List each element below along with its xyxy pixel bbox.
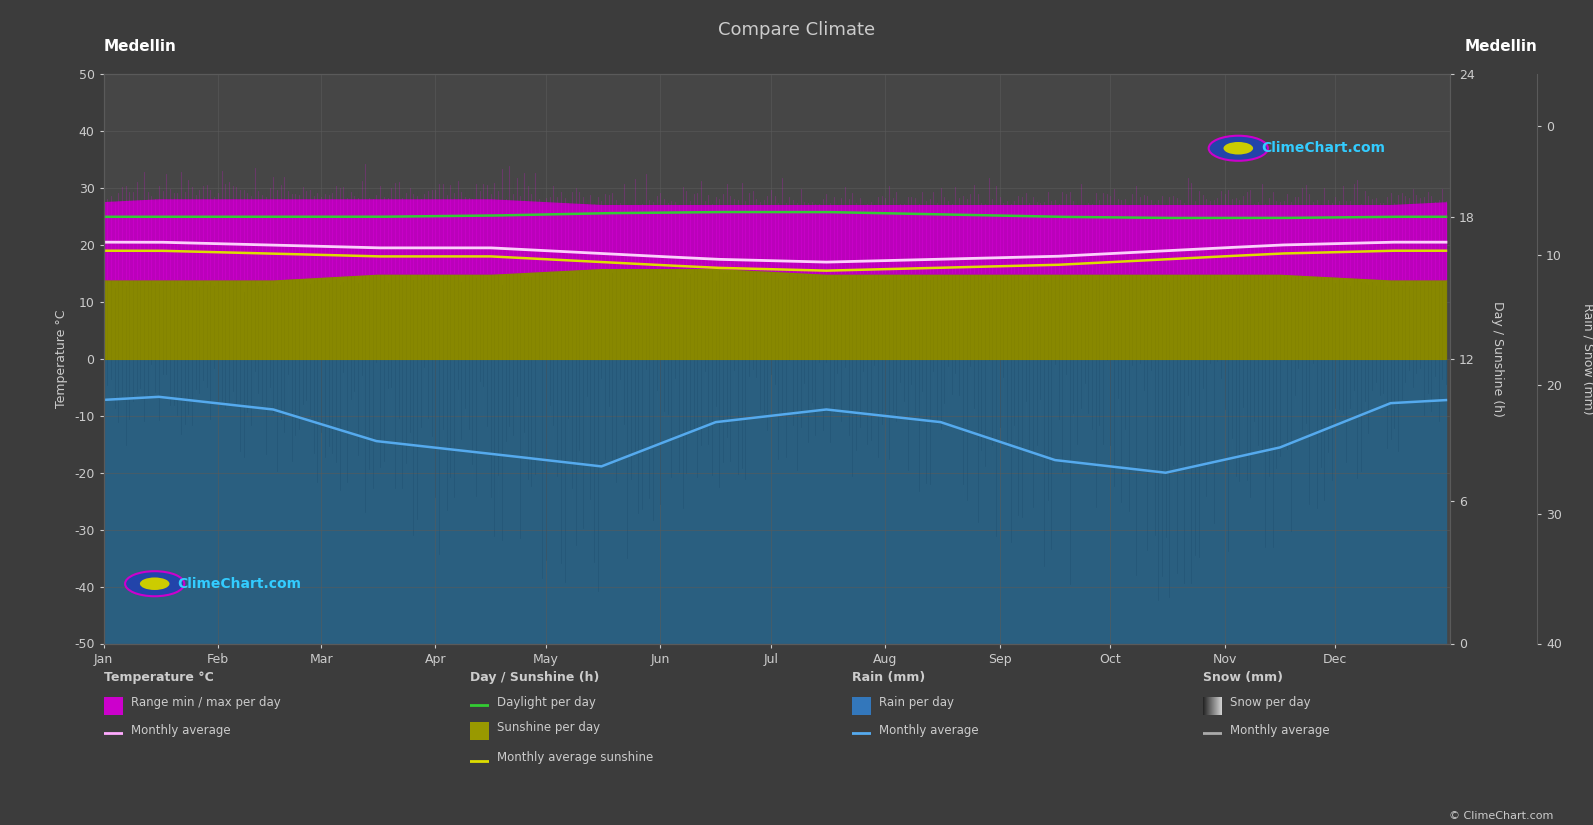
Circle shape [1209,136,1268,161]
Text: Day / Sunshine (h): Day / Sunshine (h) [470,671,599,684]
Text: © ClimeChart.com: © ClimeChart.com [1448,811,1553,821]
Text: Range min / max per day: Range min / max per day [131,696,280,710]
Y-axis label: Rain / Snow (mm): Rain / Snow (mm) [1582,303,1593,415]
Text: Temperature °C: Temperature °C [104,671,213,684]
Text: ClimeChart.com: ClimeChart.com [177,577,301,591]
Text: Monthly average: Monthly average [879,724,980,738]
Text: Monthly average sunshine: Monthly average sunshine [497,752,653,765]
Text: Compare Climate: Compare Climate [718,21,875,39]
Text: Snow (mm): Snow (mm) [1203,671,1282,684]
Circle shape [126,571,185,596]
Circle shape [140,578,169,590]
Text: Sunshine per day: Sunshine per day [497,721,601,734]
Y-axis label: Day / Sunshine (h): Day / Sunshine (h) [1491,301,1504,417]
Text: Rain per day: Rain per day [879,696,954,710]
Text: Snow per day: Snow per day [1230,696,1311,710]
Text: Medellin: Medellin [1464,40,1537,54]
Circle shape [1223,142,1254,154]
Y-axis label: Temperature °C: Temperature °C [56,309,68,408]
Text: Rain (mm): Rain (mm) [852,671,926,684]
Text: Monthly average: Monthly average [131,724,231,738]
Text: ClimeChart.com: ClimeChart.com [1262,141,1386,155]
Text: Daylight per day: Daylight per day [497,696,596,710]
Text: Monthly average: Monthly average [1230,724,1330,738]
Text: Medellin: Medellin [104,40,177,54]
